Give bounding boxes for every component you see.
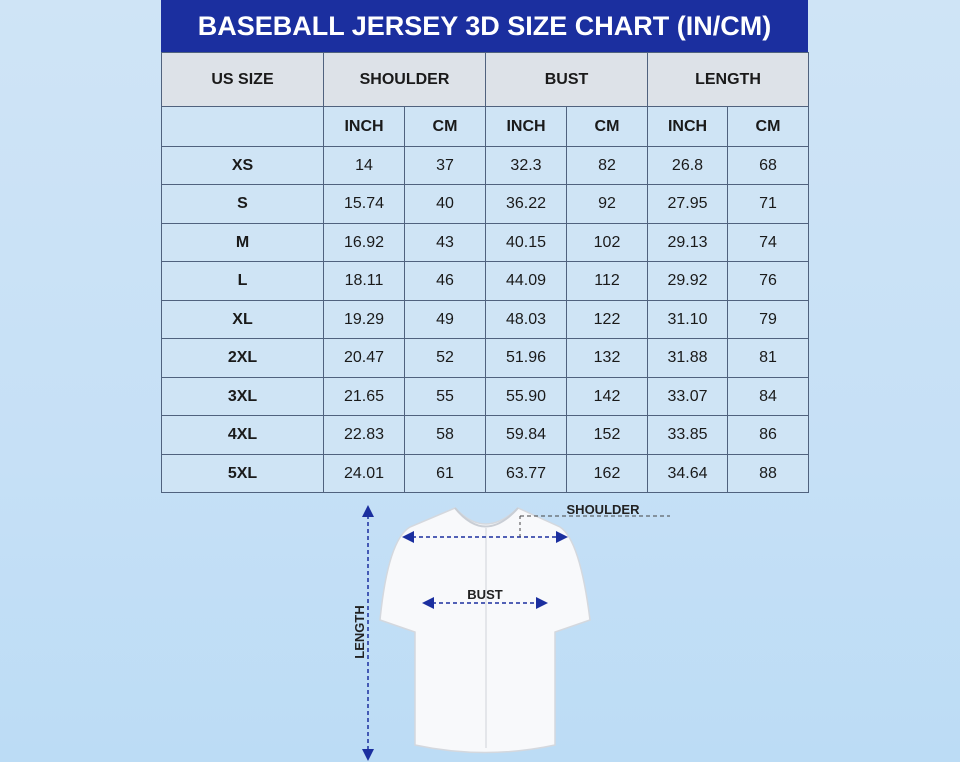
value-cell: 37 bbox=[404, 146, 486, 185]
size-cell: 5XL bbox=[161, 454, 324, 493]
bust-label: BUST bbox=[467, 587, 502, 602]
value-cell: 48.03 bbox=[485, 300, 567, 339]
value-cell: 24.01 bbox=[323, 454, 405, 493]
value-cell: 88 bbox=[727, 454, 809, 493]
value-cell: 46 bbox=[404, 261, 486, 301]
value-cell: 102 bbox=[566, 223, 648, 262]
value-cell: 43 bbox=[404, 223, 486, 262]
size-cell: M bbox=[161, 223, 324, 262]
value-cell: 40.15 bbox=[485, 223, 567, 262]
subheader-cell: CM bbox=[404, 106, 486, 147]
value-cell: 122 bbox=[566, 300, 648, 339]
value-cell: 142 bbox=[566, 377, 648, 416]
subheader-cell: INCH bbox=[647, 106, 728, 147]
value-cell: 19.29 bbox=[323, 300, 405, 339]
size-cell: S bbox=[161, 184, 324, 224]
value-cell: 27.95 bbox=[647, 184, 728, 224]
chart-title: BASEBALL JERSEY 3D SIZE CHART (IN/CM) bbox=[161, 0, 808, 52]
value-cell: 14 bbox=[323, 146, 405, 185]
value-cell: 22.83 bbox=[323, 415, 405, 455]
size-cell: XL bbox=[161, 300, 324, 339]
value-cell: 18.11 bbox=[323, 261, 405, 301]
size-cell: XS bbox=[161, 146, 324, 185]
value-cell: 68 bbox=[727, 146, 809, 185]
value-cell: 76 bbox=[727, 261, 809, 301]
value-cell: 15.74 bbox=[323, 184, 405, 224]
value-cell: 86 bbox=[727, 415, 809, 455]
shoulder-label: SHOULDER bbox=[567, 502, 641, 517]
value-cell: 31.10 bbox=[647, 300, 728, 339]
value-cell: 79 bbox=[727, 300, 809, 339]
value-cell: 74 bbox=[727, 223, 809, 262]
jersey-shape bbox=[379, 507, 591, 754]
value-cell: 58 bbox=[404, 415, 486, 455]
value-cell: 34.64 bbox=[647, 454, 728, 493]
value-cell: 21.65 bbox=[323, 377, 405, 416]
value-cell: 16.92 bbox=[323, 223, 405, 262]
value-cell: 52 bbox=[404, 338, 486, 378]
value-cell: 112 bbox=[566, 261, 648, 301]
header-cell: LENGTH bbox=[647, 52, 809, 107]
length-label: LENGTH bbox=[352, 605, 367, 658]
value-cell: 81 bbox=[727, 338, 809, 378]
value-cell: 55.90 bbox=[485, 377, 567, 416]
subheader-cell: INCH bbox=[485, 106, 567, 147]
value-cell: 84 bbox=[727, 377, 809, 416]
value-cell: 162 bbox=[566, 454, 648, 493]
collar bbox=[454, 507, 519, 528]
value-cell: 71 bbox=[727, 184, 809, 224]
header-cell: SHOULDER bbox=[323, 52, 486, 107]
